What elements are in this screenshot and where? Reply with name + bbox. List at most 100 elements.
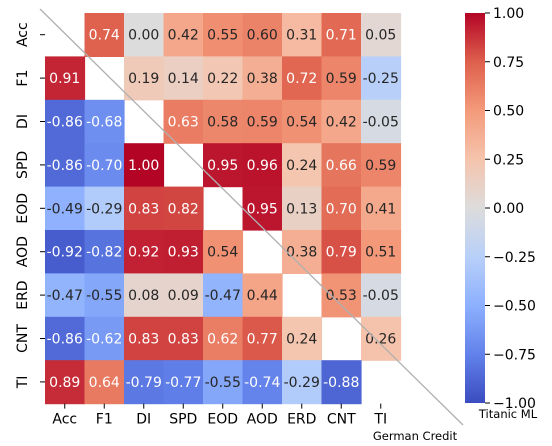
- heatmap-cell: [203, 273, 244, 318]
- heatmap-cell: [242, 316, 283, 361]
- heatmap-cell: [242, 143, 283, 188]
- cell-value-label: 0.60: [247, 28, 278, 44]
- cell-value-label: -0.68: [86, 115, 122, 131]
- cell-value-label: 0.83: [128, 332, 159, 348]
- heatmap-cell: [203, 13, 244, 57]
- column-tick-label: ERD: [287, 412, 316, 428]
- heatmap-cell: [124, 230, 165, 274]
- cell-value-label: -0.77: [165, 375, 201, 391]
- diagonal-line: [39, 8, 464, 426]
- heatmap-cell: [282, 13, 323, 57]
- row-tick-label: SPD: [15, 151, 31, 179]
- cell-value-label: -0.88: [323, 375, 359, 391]
- column-tick-label: AOD: [247, 412, 278, 428]
- cell-value-label: 0.77: [247, 332, 278, 348]
- cell-value-label: 0.24: [286, 332, 317, 348]
- cell-value-label: 0.70: [326, 201, 357, 217]
- heatmap-cell: [84, 186, 125, 231]
- column-tick-label: EOD: [207, 412, 238, 428]
- cell-value-label: 0.89: [49, 375, 80, 391]
- heatmap-cell: [163, 186, 204, 231]
- heatmap-cell: [124, 143, 165, 188]
- column-tick-labels: Acc F1 DI SPD EOD AOD ERD CNT TI: [52, 403, 387, 428]
- cell-value-label: 0.19: [128, 71, 159, 87]
- heatmap-cell: [45, 143, 86, 188]
- cell-value-label: 0.64: [89, 375, 120, 391]
- heatmap-cell: [84, 360, 125, 405]
- cell-value-label: 0.79: [326, 245, 357, 261]
- heatmap-cell: [84, 230, 125, 274]
- heatmap-cell: [124, 56, 165, 101]
- heatmap-cell: [361, 186, 402, 231]
- heatmap-cell: [45, 99, 86, 144]
- cell-value-label: -0.05: [363, 115, 399, 131]
- heatmap-cell: [361, 99, 402, 144]
- heatmap-cell: [361, 143, 402, 188]
- cell-value-label: 0.22: [207, 71, 238, 87]
- heatmap-cell: [361, 13, 402, 57]
- colorbar-tick-label: −0.50: [493, 299, 536, 315]
- heatmap-cell: [163, 230, 204, 274]
- heatmap-cell: [124, 13, 165, 57]
- cell-value-label: 0.59: [326, 71, 357, 87]
- cell-value-label: 0.31: [286, 28, 317, 44]
- heatmap-cell: [321, 143, 362, 188]
- heatmap-cell: [203, 230, 244, 274]
- heatmap-cell: [321, 186, 362, 231]
- cell-value-label: -0.47: [47, 288, 83, 304]
- heatmap-cell: [45, 56, 86, 101]
- cell-value-label: -0.74: [244, 375, 280, 391]
- upper-triangle-label: Titanic ML: [478, 407, 538, 421]
- row-tick-label: TI: [15, 376, 31, 390]
- heatmap-cell: [84, 273, 125, 318]
- heatmap-cells: [45, 13, 402, 405]
- colorbar-tick-label: 0.75: [493, 55, 524, 71]
- cell-value-label: 0.96: [247, 158, 278, 174]
- column-tick-label: CNT: [327, 412, 356, 428]
- heatmap-cell: [163, 360, 204, 405]
- heatmap-cell: [45, 316, 86, 361]
- cell-value-label: 0.13: [286, 201, 317, 217]
- colorbar-tick-label: 0.50: [493, 104, 524, 120]
- cell-value-label: 0.26: [365, 332, 396, 348]
- cell-value-label: 0.42: [168, 28, 199, 44]
- cell-value-label: -0.82: [86, 245, 122, 261]
- colorbar-tick-label: 0.00: [493, 201, 524, 217]
- cell-value-label: 0.72: [286, 71, 317, 87]
- heatmap-cell: [242, 13, 283, 57]
- cell-value-label: 0.09: [168, 288, 199, 304]
- heatmap-cell: [84, 13, 125, 57]
- cell-value-label: 0.63: [168, 115, 199, 131]
- heatmap-cell: [203, 360, 244, 405]
- cell-value-label: 0.74: [89, 28, 120, 44]
- colorbar-tick-label: −1.00: [493, 396, 536, 412]
- heatmap-cell: [45, 273, 86, 318]
- heatmap-cell: [84, 143, 125, 188]
- cell-value-label: -0.86: [47, 158, 83, 174]
- cell-value-label: 0.05: [365, 28, 396, 44]
- heatmap-cell: [84, 99, 125, 144]
- cell-value-label: 0.83: [168, 332, 199, 348]
- heatmap-cell: [321, 273, 362, 318]
- heatmap-cell: [242, 273, 283, 318]
- cell-value-label: -0.49: [47, 201, 83, 217]
- cell-value-label: -0.29: [86, 201, 122, 217]
- row-tick-label: Acc: [15, 22, 31, 47]
- row-tick-label: F1: [15, 70, 31, 87]
- heatmap-cell: [242, 360, 283, 405]
- cell-value-label: 0.91: [49, 71, 80, 87]
- heatmap-cell: [124, 316, 165, 361]
- cell-value-label: -0.55: [205, 375, 241, 391]
- cell-value-label: -0.05: [363, 288, 399, 304]
- colorbar: [465, 13, 485, 403]
- cell-value-label: 0.44: [247, 288, 278, 304]
- heatmap-cell: [203, 56, 244, 101]
- row-tick-label: CNT: [15, 324, 31, 353]
- heatmap-cell: [361, 273, 402, 318]
- heatmap-cell: [321, 360, 362, 405]
- colorbar-tick-label: −0.25: [493, 250, 536, 266]
- heatmap-cell: [242, 56, 283, 101]
- heatmap-cell: [282, 99, 323, 144]
- cell-value-label: 0.95: [247, 201, 278, 217]
